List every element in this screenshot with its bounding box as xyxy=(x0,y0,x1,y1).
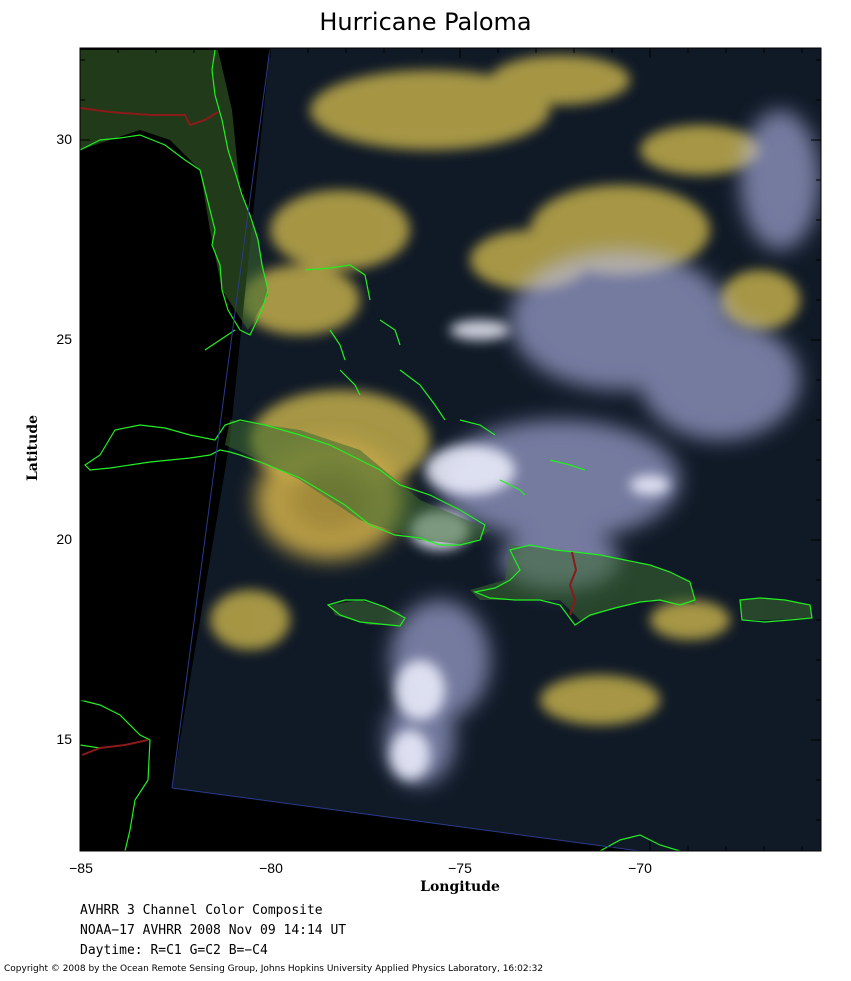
y-tick-label: 15 xyxy=(56,731,72,747)
y-tick-label: 20 xyxy=(56,531,72,547)
cloud-layer xyxy=(210,55,820,785)
y-axis-title: Latitude xyxy=(25,414,41,482)
x-tick-label: −70 xyxy=(628,860,652,876)
puerto-rico-coastline xyxy=(739,597,813,623)
plot-frame xyxy=(79,47,822,852)
info-line-1: AVHRR 3 Channel Color Composite xyxy=(80,903,323,918)
info-line-2: NOAA−17 AVHRR 2008 Nov 09 14:14 UT xyxy=(80,923,347,938)
x-tick-label: −75 xyxy=(448,860,472,876)
info-line-3: Daytime: R=C1 G=C2 B=−C4 xyxy=(80,943,268,958)
borders xyxy=(80,107,578,756)
hispaniola-coastline xyxy=(472,544,696,626)
land-masses xyxy=(80,50,812,625)
y-tick-label: 30 xyxy=(56,131,72,147)
cuba-coastline xyxy=(84,419,486,546)
x-tick-label: −85 xyxy=(69,860,93,876)
jamaica-coastline xyxy=(326,599,406,627)
copyright-notice: Copyright © 2008 by the Ocean Remote Sen… xyxy=(4,964,544,974)
x-axis-title: Longitude xyxy=(420,879,500,895)
tick-marks xyxy=(79,48,821,851)
map-title: Hurricane Paloma xyxy=(319,8,532,36)
y-tick-label: 25 xyxy=(56,331,72,347)
x-tick-label: −80 xyxy=(259,860,283,876)
